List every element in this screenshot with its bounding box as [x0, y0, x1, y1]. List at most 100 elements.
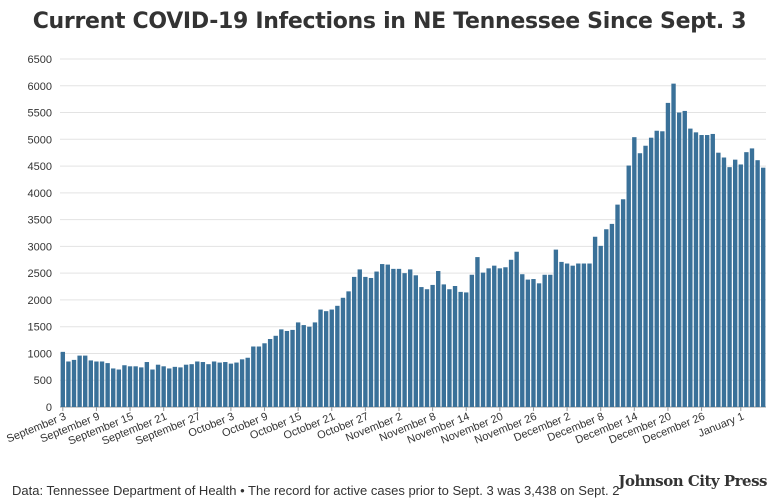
bar — [626, 165, 631, 407]
y-axis-ticks: 0 500 1000 1500 2000 2500 3000 3500 4000 4500 5000… — [28, 54, 52, 414]
bar — [699, 135, 704, 407]
bar — [676, 112, 682, 407]
bar — [755, 160, 760, 407]
bar — [105, 363, 110, 407]
y-tick-label: 1000 — [28, 348, 52, 360]
bar — [643, 145, 648, 408]
bar — [648, 137, 654, 407]
bar — [279, 329, 284, 407]
bar — [122, 365, 127, 407]
bar — [211, 361, 217, 407]
bar — [592, 236, 598, 407]
bar — [503, 267, 508, 407]
bar — [402, 273, 407, 407]
y-tick-label: 2000 — [28, 295, 52, 307]
bar — [200, 362, 206, 407]
bar — [441, 284, 446, 407]
bar — [374, 271, 379, 407]
bar — [469, 274, 475, 407]
bar — [239, 359, 245, 407]
bar — [161, 366, 166, 407]
bar — [307, 326, 312, 407]
bar — [604, 229, 609, 407]
bar — [357, 269, 362, 407]
bar — [329, 309, 334, 407]
y-tick-label: 5500 — [28, 108, 52, 120]
gridlines — [60, 58, 766, 408]
bar — [66, 361, 71, 407]
bar — [436, 271, 441, 407]
bar — [553, 249, 559, 407]
bar — [570, 265, 575, 407]
y-tick-label: 4500 — [28, 161, 52, 173]
bar — [206, 364, 211, 407]
bar — [525, 279, 531, 407]
bar — [116, 369, 122, 407]
bar — [693, 132, 699, 407]
bar — [88, 360, 93, 407]
bar — [609, 223, 615, 407]
bar — [660, 131, 665, 407]
bar — [189, 364, 194, 407]
source-note: Data: Tennessee Department of Health • T… — [12, 483, 620, 498]
bar — [408, 269, 413, 407]
bar — [71, 359, 77, 407]
bar — [744, 152, 749, 407]
bar — [340, 297, 346, 407]
bar — [548, 274, 553, 407]
publisher-logo: Johnson City Press — [618, 472, 767, 490]
y-tick-label: 5000 — [28, 134, 52, 146]
bar — [716, 152, 721, 407]
bar — [727, 167, 732, 407]
bar — [733, 159, 738, 407]
bar — [228, 363, 234, 407]
bar — [267, 339, 273, 407]
bar — [323, 311, 329, 407]
bar — [688, 128, 693, 407]
bar — [368, 277, 374, 407]
y-tick-label: 2500 — [28, 268, 52, 280]
bar — [139, 367, 144, 407]
bar — [256, 346, 262, 407]
bar — [637, 153, 643, 407]
bar — [514, 251, 519, 407]
y-tick-label: 6000 — [28, 81, 52, 93]
bar — [430, 284, 435, 407]
bar — [424, 289, 430, 407]
bar — [155, 364, 161, 407]
bars — [60, 83, 766, 408]
bar — [301, 325, 306, 407]
x-tick-label: January 1 — [697, 411, 746, 440]
bar — [195, 361, 200, 407]
bar — [738, 164, 743, 407]
bar — [598, 245, 603, 407]
bar — [77, 355, 82, 407]
bar — [172, 366, 178, 407]
bar — [245, 357, 250, 407]
bar — [178, 367, 183, 407]
bar — [217, 362, 222, 407]
y-tick-label: 1500 — [28, 322, 52, 334]
bar — [346, 291, 351, 407]
bar — [508, 259, 514, 407]
bar — [318, 309, 323, 407]
bar — [581, 263, 587, 407]
bar — [251, 346, 256, 407]
bar — [391, 268, 396, 407]
bar — [385, 264, 390, 407]
bar — [458, 291, 463, 407]
bar — [654, 130, 659, 408]
y-tick-label: 3000 — [28, 241, 52, 253]
bar — [486, 268, 491, 407]
bar — [133, 366, 138, 407]
bar — [520, 274, 525, 407]
bar — [150, 369, 155, 407]
bar — [632, 137, 637, 408]
bar — [492, 265, 497, 407]
bar — [312, 322, 318, 407]
bar — [704, 135, 710, 407]
bar — [620, 199, 626, 407]
bar — [542, 274, 547, 407]
bar — [111, 368, 116, 407]
